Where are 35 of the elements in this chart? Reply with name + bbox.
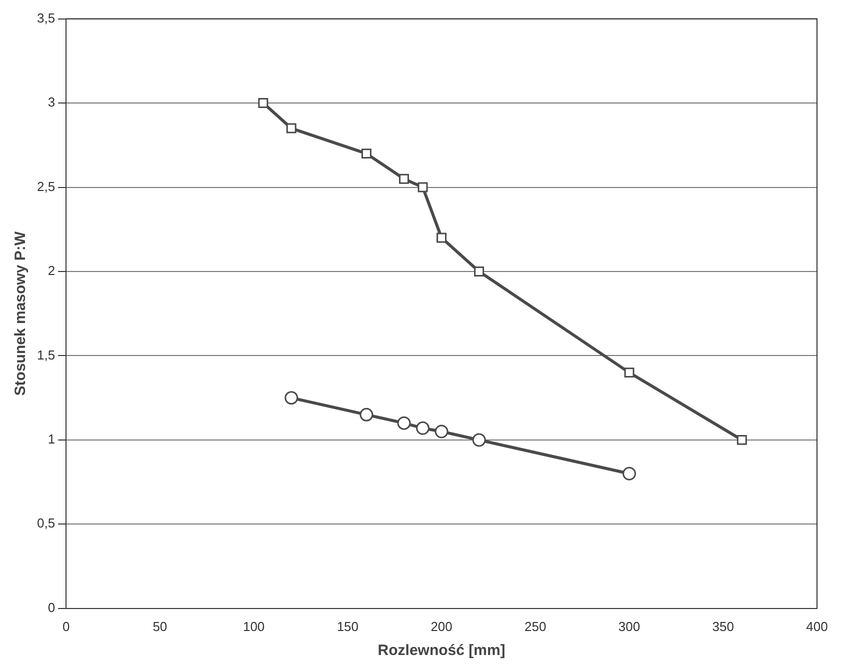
y-tick-label: 1,5 [36, 347, 56, 362]
y-tick-label: 0 [48, 600, 56, 615]
x-tick-label: 0 [62, 618, 70, 634]
point [622, 466, 636, 480]
point [416, 421, 430, 435]
y-tick-label: 3,5 [36, 10, 56, 26]
point [736, 434, 747, 445]
point [474, 266, 484, 276]
point [624, 368, 634, 378]
x-tick-label: 100 [242, 618, 265, 634]
point [398, 174, 409, 184]
y-tick-label: 1 [48, 432, 56, 447]
point [360, 408, 374, 422]
point [436, 232, 447, 243]
point [258, 98, 268, 108]
y-axis-title: Stosunek masowy P:W [12, 230, 30, 396]
point [472, 433, 486, 447]
point [434, 424, 448, 438]
y-tick-label: 0,5 [36, 516, 56, 531]
point [397, 416, 411, 430]
x-tick-label: 350 [712, 618, 734, 634]
y-tick-label: 3 [48, 94, 56, 110]
y-tick-label: 2 [48, 263, 56, 278]
point [418, 182, 428, 192]
x-tick-label: 250 [524, 618, 546, 634]
x-tick-label: 400 [806, 618, 828, 634]
x-tick-label: 300 [618, 618, 640, 634]
point [361, 148, 372, 159]
x-tick-label: 200 [430, 618, 452, 634]
x-tick-label: 150 [336, 618, 359, 634]
x-tick-label: 50 [152, 618, 168, 634]
x-axis-title: Rozlewność [mm] [378, 642, 506, 660]
point [284, 391, 298, 405]
y-tick-label: 2,5 [36, 178, 56, 194]
point [286, 123, 296, 134]
